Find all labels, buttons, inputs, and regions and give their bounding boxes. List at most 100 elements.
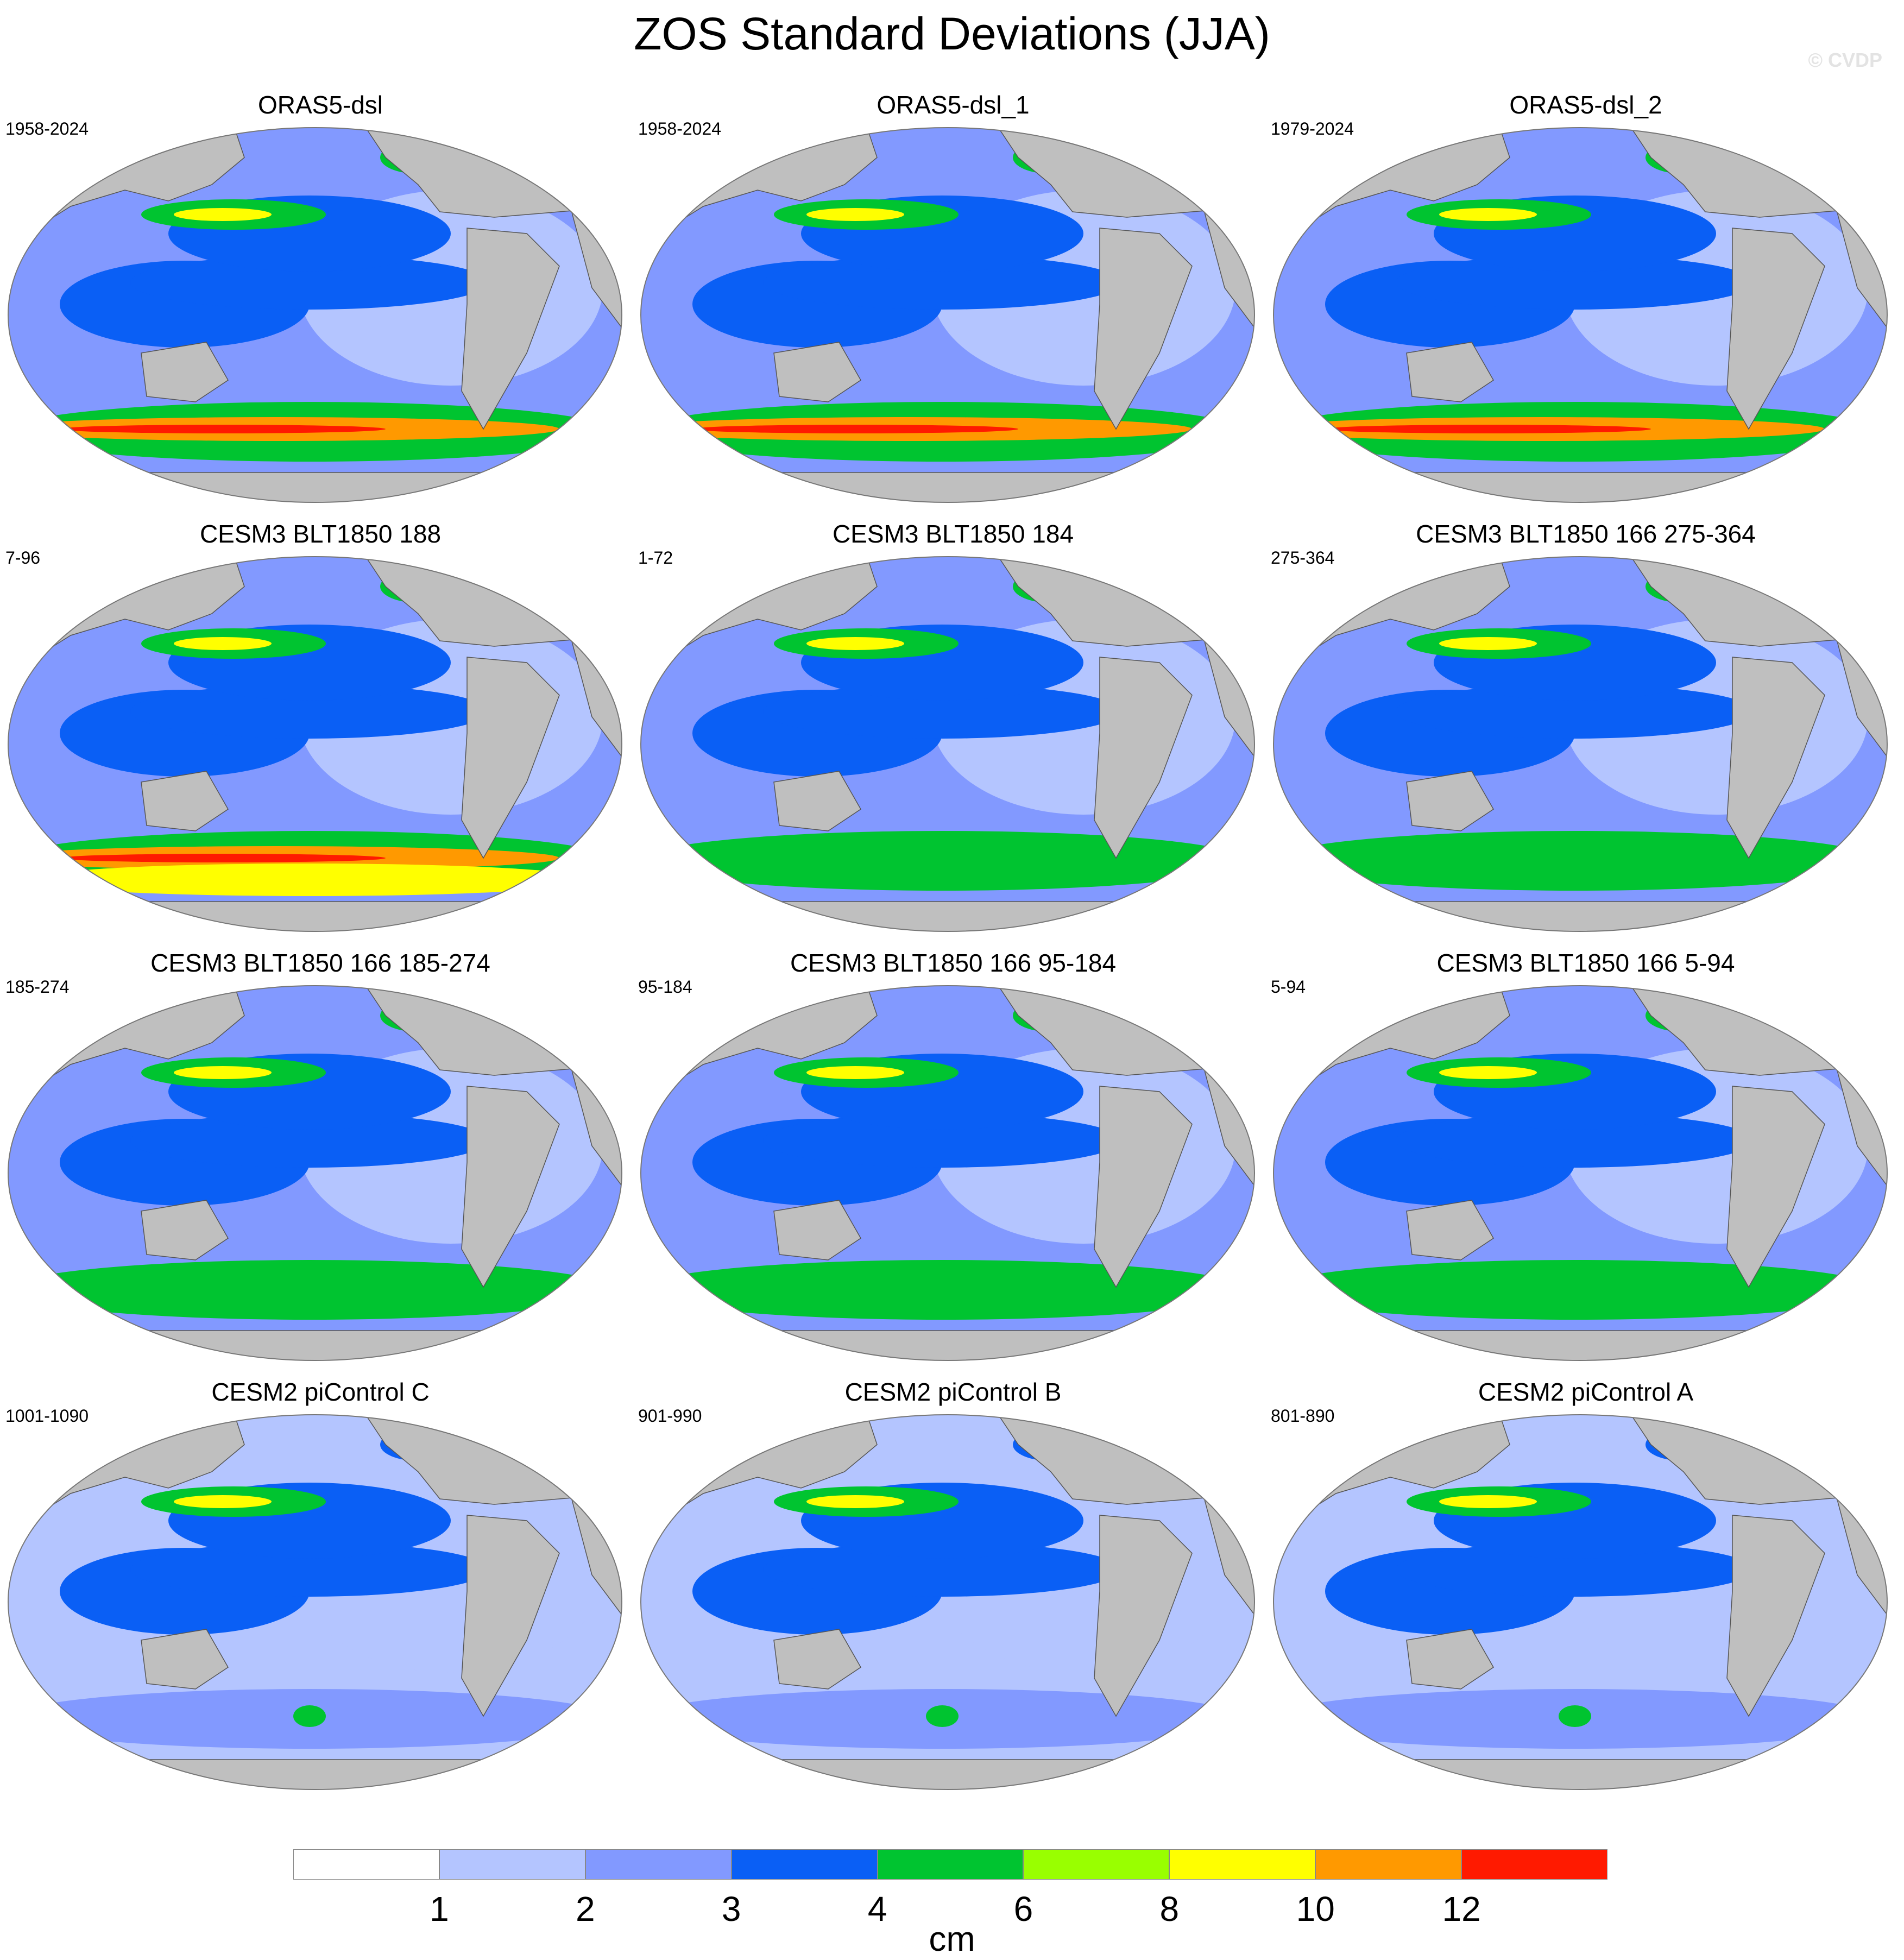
southern-ocean-peak	[1325, 425, 1651, 433]
map-panel: CESM3 BLT1850 166 275-364 275-364	[1271, 519, 1901, 942]
tropical-pacific-band	[130, 1113, 489, 1168]
map-svg	[640, 556, 1255, 932]
map-panel: CESM3 BLT1850 166 185-274 185-274	[5, 948, 635, 1371]
colorbar-box	[439, 1849, 585, 1880]
panel-years: 1-72	[638, 548, 673, 568]
south-america-land	[1726, 228, 1825, 430]
tropical-pacific-band	[763, 684, 1121, 739]
colorbar-box	[293, 1849, 439, 1880]
panel-title: CESM3 BLT1850 166 185-274	[150, 949, 490, 977]
panel-title: CESM2 piControl B	[844, 1378, 1062, 1406]
southern-ocean-peak	[692, 425, 1018, 433]
panel-title: CESM3 BLT1850 184	[832, 520, 1074, 548]
south-america-land	[1726, 657, 1825, 859]
equatorial-pacific-peak	[174, 637, 272, 650]
colorbar-tick-label: 4	[867, 1889, 887, 1929]
south-america-land	[1726, 1515, 1825, 1717]
colorbar-tick-label: 1	[430, 1889, 449, 1929]
tropical-pacific-band	[1396, 1113, 1754, 1168]
southern-ocean-band	[1273, 831, 1879, 891]
australia-land	[773, 1200, 861, 1261]
equatorial-pacific-peak	[174, 1066, 272, 1079]
panel-years: 901-990	[638, 1406, 702, 1426]
map-svg	[1273, 556, 1888, 932]
south-america-land	[1726, 1086, 1825, 1288]
australia-land	[141, 342, 229, 402]
colorbar-box	[585, 1849, 732, 1880]
map-svg	[640, 127, 1255, 503]
south-america-land	[461, 657, 560, 859]
antarctica-land	[1273, 901, 1887, 931]
panel-years: 1958-2024	[638, 119, 722, 138]
australia-land	[141, 771, 229, 831]
panel-years: 275-364	[1271, 548, 1335, 568]
panel-title: CESM3 BLT1850 166 95-184	[790, 949, 1117, 977]
tropical-pacific-band	[130, 684, 489, 739]
map-svg	[640, 1414, 1255, 1790]
equatorial-pacific-peak	[1439, 1495, 1537, 1508]
tropical-pacific-band	[1396, 684, 1754, 739]
panel-years: 1001-1090	[5, 1406, 89, 1426]
map-svg	[8, 985, 622, 1361]
colorbar-box	[877, 1849, 1024, 1880]
south-america-land	[461, 1086, 560, 1288]
panel-title: CESM2 piControl A	[1478, 1378, 1694, 1406]
panel-years: 801-890	[1271, 1406, 1335, 1426]
southern-ocean-extra	[27, 864, 592, 896]
map-panel: ORAS5-dsl_2 1979-2024	[1271, 90, 1901, 513]
southern-ocean-band	[641, 1260, 1246, 1320]
south-america-land	[461, 228, 560, 430]
map-svg	[1273, 1414, 1888, 1790]
map-outline	[640, 556, 1255, 932]
antarctica-land	[641, 1759, 1254, 1789]
australia-land	[1406, 1629, 1494, 1690]
southern-ocean-eddy	[1559, 1705, 1591, 1727]
australia-land	[773, 342, 861, 402]
equatorial-pacific-peak	[1439, 208, 1537, 221]
colorbar	[293, 1849, 1607, 1881]
antarctica-land	[8, 1330, 622, 1360]
map-panel: CESM2 piControl A 801-890	[1271, 1377, 1901, 1800]
tropical-pacific-band	[130, 1542, 489, 1597]
australia-land	[773, 771, 861, 831]
tropical-pacific-band	[763, 255, 1121, 310]
panel-years: 5-94	[1271, 977, 1306, 997]
tropical-pacific-band	[763, 1542, 1121, 1597]
colorbar-box	[1461, 1849, 1607, 1880]
map-outline	[8, 127, 622, 503]
panel-title: CESM3 BLT1850 166 275-364	[1416, 520, 1756, 548]
equatorial-pacific-peak	[806, 1066, 904, 1079]
equatorial-pacific-peak	[806, 208, 904, 221]
southern-ocean-band	[641, 831, 1246, 891]
map-outline	[8, 985, 622, 1361]
map-panel: ORAS5-dsl_1 1958-2024	[638, 90, 1268, 513]
panel-title: ORAS5-dsl_2	[1509, 91, 1662, 119]
map-outline	[640, 985, 1255, 1361]
map-svg	[1273, 127, 1888, 503]
map-panel: CESM2 piControl C 1001-1090	[5, 1377, 635, 1800]
equatorial-pacific-peak	[1439, 1066, 1537, 1079]
map-svg	[8, 1414, 622, 1790]
colorbar-tick-label: 10	[1296, 1889, 1335, 1929]
map-outline	[1273, 985, 1888, 1361]
australia-land	[141, 1200, 229, 1261]
southern-ocean-eddy	[926, 1705, 959, 1727]
antarctica-land	[8, 901, 622, 931]
panel-years: 95-184	[638, 977, 692, 997]
map-svg	[640, 985, 1255, 1361]
antarctica-land	[1273, 1759, 1887, 1789]
tropical-pacific-band	[1396, 1542, 1754, 1597]
south-america-land	[461, 1515, 560, 1717]
southern-ocean-band	[8, 1260, 614, 1320]
south-america-land	[1094, 1515, 1193, 1717]
colorbar-tick-label: 2	[575, 1889, 595, 1929]
map-panel: CESM3 BLT1850 188 7-96	[5, 519, 635, 942]
colorbar-box	[1315, 1849, 1462, 1880]
equatorial-pacific-peak	[1439, 637, 1537, 650]
map-svg	[1273, 985, 1888, 1361]
antarctica-land	[641, 1330, 1254, 1360]
map-panel: CESM3 BLT1850 166 95-184 95-184	[638, 948, 1268, 1371]
panel-title: ORAS5-dsl_1	[877, 91, 1030, 119]
map-outline	[640, 127, 1255, 503]
panel-title: CESM2 piControl C	[211, 1378, 430, 1406]
